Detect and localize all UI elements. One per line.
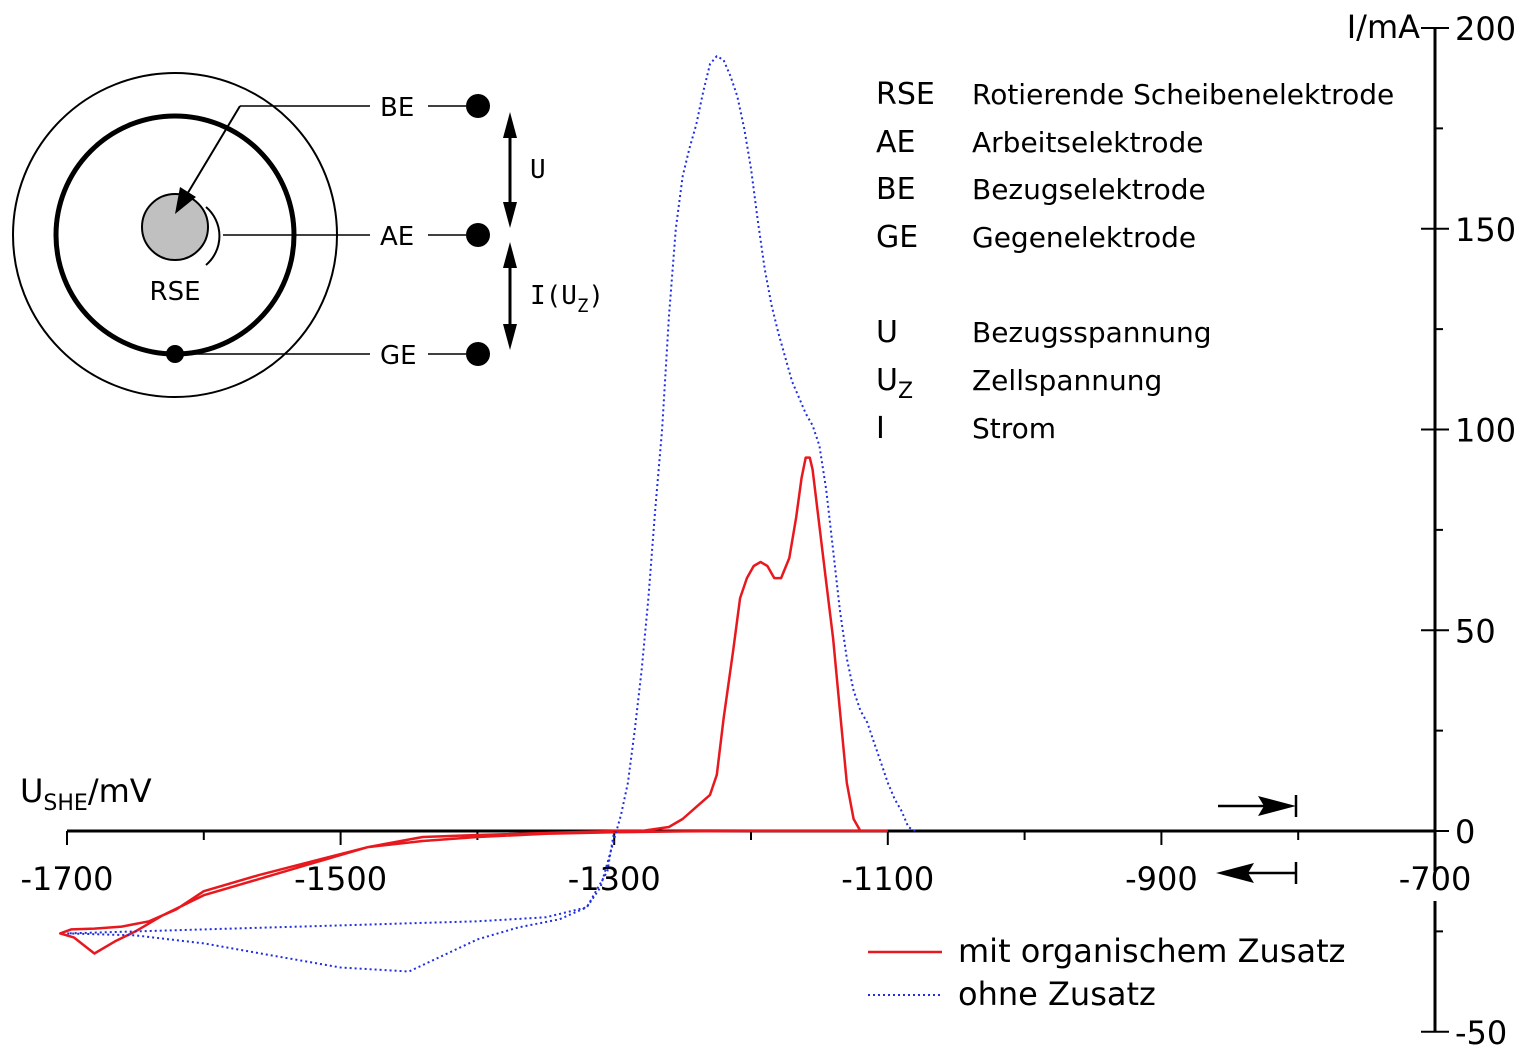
y-tick-label: 0 xyxy=(1455,813,1475,851)
y-tick-label: 200 xyxy=(1455,10,1516,48)
x-axis-ticks: -1700 -1500 -1300 -1100 -900 -700 xyxy=(21,831,1471,898)
x-axis: -1700 -1500 -1300 -1100 -900 -700 USHE/mV xyxy=(20,772,1471,898)
y-tick-label: 50 xyxy=(1455,612,1496,650)
legend-label-organic: mit organischem Zusatz xyxy=(958,932,1345,970)
x-tick-label: -1100 xyxy=(841,860,934,898)
ge-contact-dot xyxy=(166,345,184,363)
ae-label: AE xyxy=(380,222,414,252)
scan-direction-arrows xyxy=(1216,795,1298,884)
x-axis-label: USHE/mV xyxy=(20,772,152,816)
legend: mit organischem Zusatz ohne Zusatz xyxy=(868,932,1345,1013)
y-tick-label: -50 xyxy=(1455,1014,1507,1052)
y-axis-ticks: 200 150 100 50 0 -50 xyxy=(1421,10,1516,1052)
x-tick-label: -1700 xyxy=(21,860,114,898)
y-axis: 200 150 100 50 0 -50 I/mA xyxy=(1347,8,1516,1052)
electrode-schematic: RSE BE AE GE U I(UZ) xyxy=(12,72,604,398)
reference-probe-arrowhead xyxy=(175,187,196,214)
definition-text: Gegenelektrode xyxy=(972,221,1196,254)
definition-text: Bezugselektrode xyxy=(972,173,1206,206)
y-tick-label: 150 xyxy=(1455,211,1516,249)
legend-label-none: ohne Zusatz xyxy=(958,975,1156,1013)
x-tick-label: -1300 xyxy=(568,860,661,898)
definition-text: Bezugsspannung xyxy=(972,316,1212,349)
rotation-arc xyxy=(205,206,221,266)
symbol-definitions: RSE Rotierende Scheibenelektrode AE Arbeits… xyxy=(876,77,1394,446)
ge-terminal xyxy=(466,342,490,366)
reference-probe-shaft xyxy=(185,105,241,197)
y-axis-label: I/mA xyxy=(1347,8,1420,46)
definition-symbol: I xyxy=(876,411,885,446)
be-label: BE xyxy=(380,93,414,123)
definition-text: Arbeitselektrode xyxy=(972,126,1203,159)
definition-symbol: U xyxy=(876,315,898,350)
series-line-none xyxy=(66,55,916,973)
definition-text: Strom xyxy=(972,412,1056,445)
definition-symbol: RSE xyxy=(876,77,935,112)
definition-symbol: BE xyxy=(876,172,916,207)
rotating-disc-electrode xyxy=(141,193,209,261)
reverse-arrowhead xyxy=(1216,863,1254,883)
rse-label: RSE xyxy=(150,277,201,307)
series-line-organic xyxy=(58,456,888,955)
u-arrow-head-down xyxy=(503,202,517,228)
definition-symbol: UZ xyxy=(876,363,913,404)
plot-series xyxy=(58,55,916,973)
be-terminal xyxy=(466,94,490,118)
ae-terminal xyxy=(466,223,490,247)
y-tick-label: 100 xyxy=(1455,412,1516,450)
x-tick-label: -900 xyxy=(1125,860,1198,898)
definition-text: Zellspannung xyxy=(972,364,1162,397)
definition-text: Rotierende Scheibenelektrode xyxy=(972,78,1394,111)
i-uz-label: I(UZ) xyxy=(530,281,604,317)
u-label: U xyxy=(530,155,546,185)
i-arrow-head-up xyxy=(503,242,517,268)
definition-symbol: GE xyxy=(876,220,918,255)
x-tick-label: -1500 xyxy=(294,860,387,898)
u-arrow-head-up xyxy=(503,112,517,138)
forward-arrowhead xyxy=(1258,796,1296,816)
i-arrow-head-down xyxy=(503,324,517,350)
definition-symbol: AE xyxy=(876,125,915,160)
ge-label: GE xyxy=(380,341,417,371)
